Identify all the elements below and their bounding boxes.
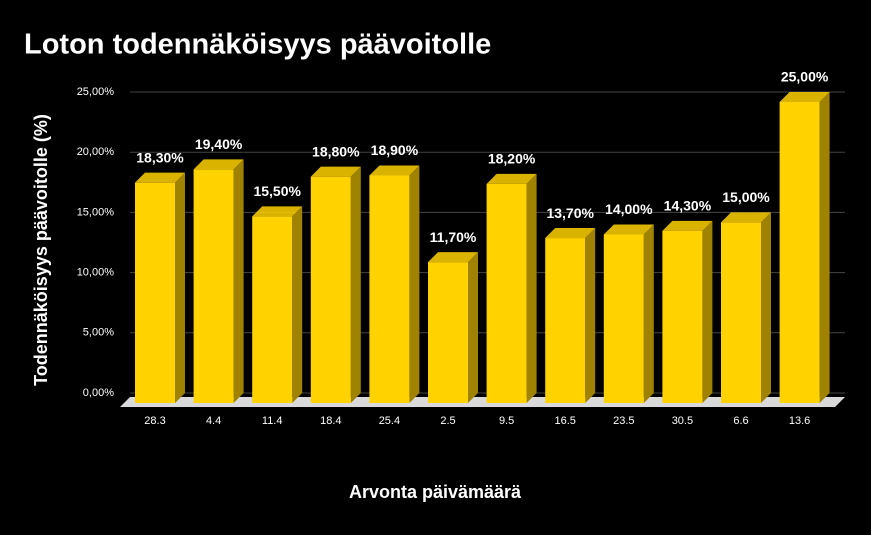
y-axis-title: Todennäköisyys päävoitolle (%)	[31, 114, 51, 386]
bar-side	[819, 92, 830, 403]
value-label: 19,40%	[195, 136, 243, 152]
bar-top	[486, 173, 537, 184]
bar-top	[252, 206, 303, 217]
bar	[135, 182, 175, 403]
bar-side	[585, 228, 596, 403]
value-label: 18,20%	[488, 151, 536, 167]
value-label: 15,00%	[722, 189, 770, 205]
bar-side	[233, 159, 244, 403]
x-tick-label: 25.4	[379, 415, 400, 427]
bar	[252, 216, 293, 403]
x-tick-label: 18.4	[320, 415, 341, 427]
bar-top	[779, 92, 830, 102]
y-tick-label: 10,00%	[77, 267, 115, 279]
y-tick-label: 20,00%	[77, 146, 115, 158]
bar-top	[310, 166, 361, 177]
x-tick-label: 13.6	[789, 415, 810, 427]
y-tick-label: 25,00%	[77, 86, 115, 98]
value-label: 25,00%	[781, 69, 829, 85]
bar	[486, 183, 527, 403]
y-tick-label: 0,00%	[83, 387, 114, 399]
y-tick-label: 15,00%	[77, 206, 115, 218]
value-label: 15,50%	[253, 183, 301, 199]
value-label: 14,30%	[664, 198, 712, 214]
value-label: 14,00%	[605, 201, 653, 217]
bar-top	[135, 172, 185, 183]
bar-top	[721, 212, 771, 223]
bar-side	[643, 224, 654, 403]
value-label: 11,70%	[430, 229, 477, 245]
bar-side	[761, 212, 771, 403]
chart-title: Loton todennäköisyys päävoitolle	[24, 29, 491, 61]
bar	[779, 102, 820, 403]
value-label: 13,70%	[546, 205, 594, 221]
x-tick-label: 23.5	[613, 415, 634, 427]
bar-top	[369, 165, 420, 176]
x-tick-label: 16.5	[554, 415, 575, 427]
y-tick-label: 5,00%	[83, 327, 114, 339]
bar	[545, 238, 586, 403]
value-label: 18,30%	[136, 149, 184, 165]
bar-side	[702, 220, 713, 403]
bar-top	[662, 220, 713, 231]
bar	[721, 222, 761, 403]
x-tick-label: 11.4	[262, 415, 283, 427]
bar-top	[603, 224, 654, 235]
x-tick-label: 2.5	[440, 415, 455, 427]
bar	[603, 234, 644, 403]
x-tick-label: 9.5	[499, 415, 514, 427]
bar	[662, 230, 703, 403]
x-tick-label: 4.4	[206, 415, 221, 427]
bar-side	[526, 173, 537, 403]
bar	[193, 169, 234, 403]
x-tick-label: 30.5	[672, 415, 693, 427]
bar-top	[193, 159, 244, 170]
bar-side	[292, 206, 303, 403]
x-tick-label: 28.3	[144, 415, 165, 427]
bar-top	[428, 252, 478, 263]
bar	[428, 262, 468, 403]
bar-top	[545, 228, 596, 239]
bar-side	[350, 166, 361, 403]
x-axis-title: Arvonta päivämäärä	[349, 482, 522, 502]
value-label: 18,90%	[371, 142, 419, 158]
bar-side	[409, 165, 420, 403]
bar	[369, 175, 410, 403]
bar	[310, 176, 351, 403]
value-label: 18,80%	[312, 143, 360, 159]
bar-side	[175, 172, 185, 403]
bar-side	[468, 252, 478, 403]
x-tick-label: 6.6	[733, 415, 748, 427]
